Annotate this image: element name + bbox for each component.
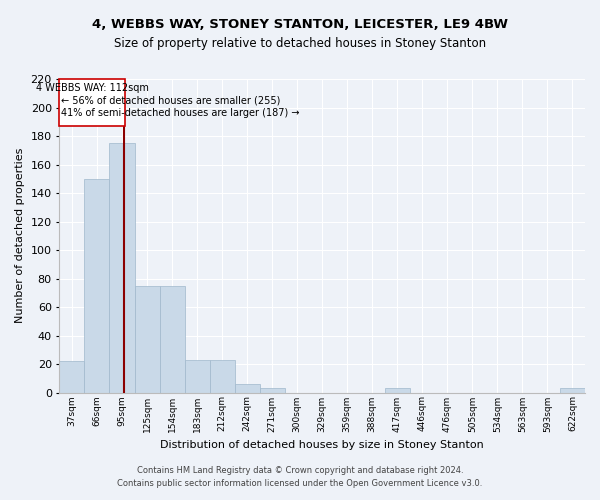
Text: 41% of semi-detached houses are larger (187) →: 41% of semi-detached houses are larger (… xyxy=(61,108,300,118)
Y-axis label: Number of detached properties: Number of detached properties xyxy=(15,148,25,324)
Text: 4, WEBBS WAY, STONEY STANTON, LEICESTER, LE9 4BW: 4, WEBBS WAY, STONEY STANTON, LEICESTER,… xyxy=(92,18,508,30)
Bar xyxy=(85,179,109,392)
Bar xyxy=(160,286,185,393)
Text: 4 WEBBS WAY: 112sqm: 4 WEBBS WAY: 112sqm xyxy=(36,82,149,92)
Text: Contains HM Land Registry data © Crown copyright and database right 2024.
Contai: Contains HM Land Registry data © Crown c… xyxy=(118,466,482,487)
Bar xyxy=(209,360,235,392)
Bar xyxy=(235,384,260,392)
X-axis label: Distribution of detached houses by size in Stoney Stanton: Distribution of detached houses by size … xyxy=(160,440,484,450)
Bar xyxy=(134,286,160,393)
Bar xyxy=(109,143,134,392)
Bar xyxy=(560,388,585,392)
FancyBboxPatch shape xyxy=(59,79,125,126)
Bar xyxy=(59,361,85,392)
Bar xyxy=(260,388,284,392)
Text: ← 56% of detached houses are smaller (255): ← 56% of detached houses are smaller (25… xyxy=(61,96,281,106)
Text: Size of property relative to detached houses in Stoney Stanton: Size of property relative to detached ho… xyxy=(114,38,486,51)
Bar xyxy=(185,360,209,392)
Bar xyxy=(385,388,410,392)
